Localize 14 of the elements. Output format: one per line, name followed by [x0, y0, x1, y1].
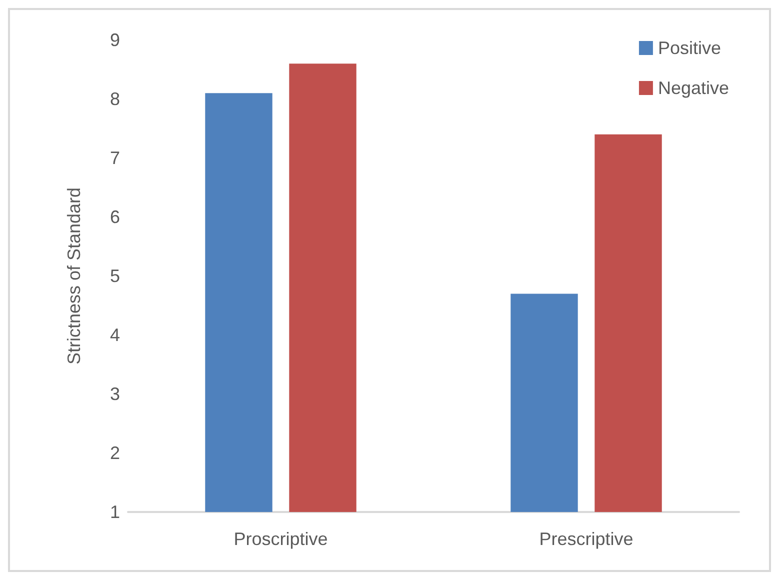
legend-label: Positive [658, 38, 721, 58]
y-tick-label: 7 [110, 148, 120, 168]
x-tick-label: Proscriptive [234, 529, 328, 549]
y-tick-label: 3 [110, 384, 120, 404]
y-axis-title: Strictness of Standard [64, 187, 84, 365]
y-tick-label: 8 [110, 89, 120, 109]
y-tick-label: 1 [110, 502, 120, 522]
y-tick-label: 5 [110, 266, 120, 286]
y-tick-label: 6 [110, 207, 120, 227]
x-tick-label: Prescriptive [539, 529, 634, 549]
legend-label: Negative [658, 78, 730, 98]
y-tick-label: 2 [110, 443, 120, 463]
y-tick-label: 4 [110, 325, 120, 345]
y-tick-label: 9 [110, 30, 120, 50]
